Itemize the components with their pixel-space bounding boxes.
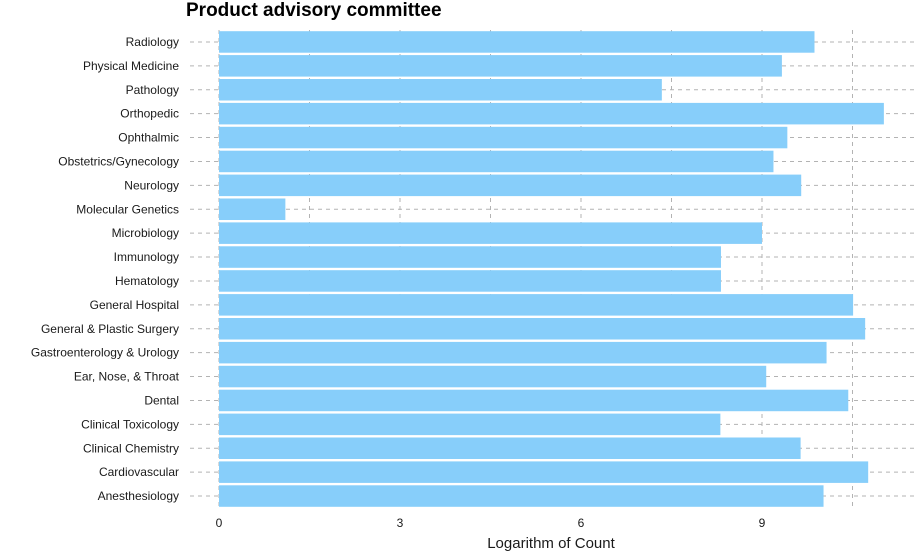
category-label: Neurology — [124, 178, 179, 192]
chart-title: Product advisory committee — [186, 0, 442, 21]
bar — [219, 55, 782, 77]
bar — [219, 78, 662, 101]
category-label: Dental — [144, 393, 179, 407]
x-tick-label: 3 — [397, 516, 404, 530]
category-label: Hematology — [115, 274, 179, 288]
category-label: Immunology — [114, 250, 179, 264]
category-label: Gastroenterology & Urology — [31, 346, 179, 360]
category-label: Ophthalmic — [118, 131, 179, 145]
category-label: Molecular Genetics — [76, 202, 179, 216]
bar — [219, 294, 854, 316]
category-label: Ear, Nose, & Throat — [74, 370, 180, 384]
category-label: General Hospital — [90, 298, 179, 312]
grid-lines — [190, 30, 918, 508]
bar — [219, 485, 824, 507]
x-tick-label: 0 — [216, 516, 223, 530]
category-label: Anesthesiology — [98, 489, 179, 503]
bar — [219, 270, 721, 292]
category-label: Clinical Toxicology — [81, 417, 179, 431]
x-tick-label: 9 — [759, 516, 766, 530]
bar — [219, 317, 866, 340]
bar — [219, 150, 774, 173]
bar — [219, 389, 849, 412]
x-tick-label: 6 — [578, 516, 585, 530]
bar — [219, 198, 286, 221]
category-label: Physical Medicine — [83, 59, 179, 73]
bar — [219, 413, 721, 436]
bar — [219, 126, 788, 149]
bar — [219, 222, 762, 244]
x-axis-title: Logarithm of Count — [487, 535, 615, 552]
category-label: Clinical Chemistry — [83, 441, 179, 455]
bar — [219, 365, 767, 388]
category-labels: Radiology Physical Medicine Pathology Ortho… — [31, 35, 180, 503]
category-label: Cardiovascular — [99, 465, 179, 479]
bar — [219, 341, 827, 364]
bar — [219, 246, 721, 268]
bar — [219, 31, 815, 53]
bar — [219, 437, 801, 460]
category-label: General & Plastic Surgery — [41, 322, 179, 336]
bar — [219, 102, 884, 125]
bar — [219, 174, 802, 197]
category-label: Radiology — [126, 35, 179, 49]
bars — [219, 31, 884, 507]
x-axis-ticks: 0 3 6 9 — [216, 516, 766, 530]
bar — [219, 461, 869, 483]
category-label: Pathology — [126, 83, 179, 97]
category-label: Microbiology — [112, 226, 179, 240]
category-label: Obstetrics/Gynecology — [58, 154, 179, 168]
category-label: Orthopedic — [120, 107, 179, 121]
